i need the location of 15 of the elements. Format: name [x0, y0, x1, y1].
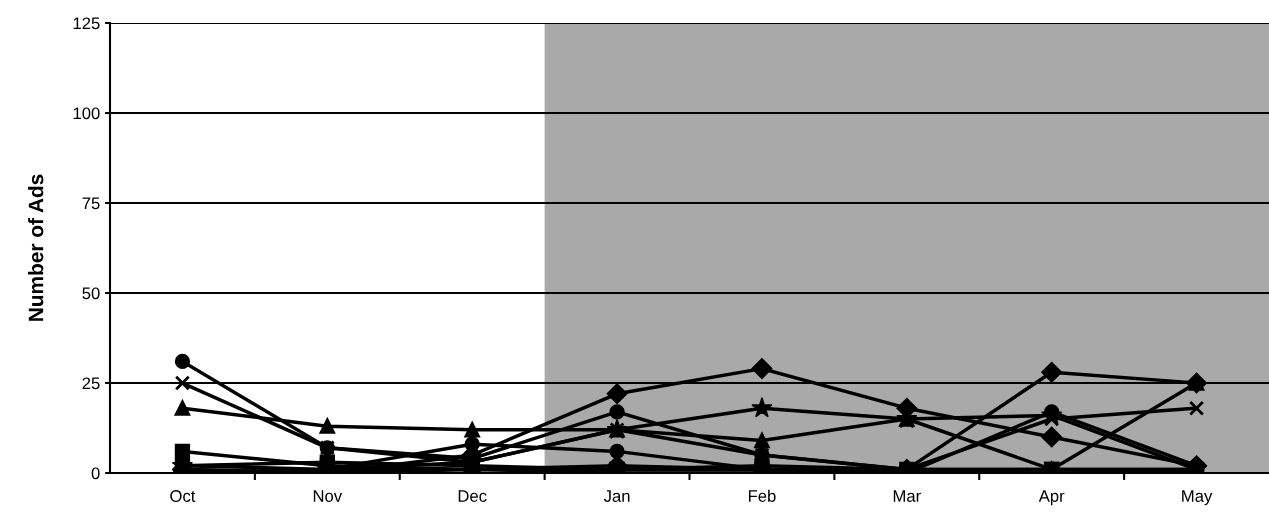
- x-tick-label: Jan: [603, 490, 630, 502]
- y-tick-label: 0: [91, 467, 100, 480]
- x-tick-label: Mar: [893, 490, 921, 502]
- x-tick-label: May: [1182, 490, 1213, 506]
- x-tick-label: Oct: [170, 490, 196, 502]
- y-tick-label: 125: [73, 17, 100, 30]
- y-axis-title: Number of Ads: [28, 174, 44, 321]
- y-tick-label: 75: [82, 197, 100, 210]
- x-tick-label: Dec: [458, 490, 487, 502]
- y-tick-label: 100: [73, 107, 100, 120]
- y-tick-label: 50: [82, 287, 100, 300]
- x-tick-label: Feb: [748, 489, 776, 502]
- y-tick-label: 25: [82, 377, 100, 390]
- x-tick-label: Apr: [1038, 490, 1065, 506]
- x-tick-label: Nov: [313, 490, 343, 502]
